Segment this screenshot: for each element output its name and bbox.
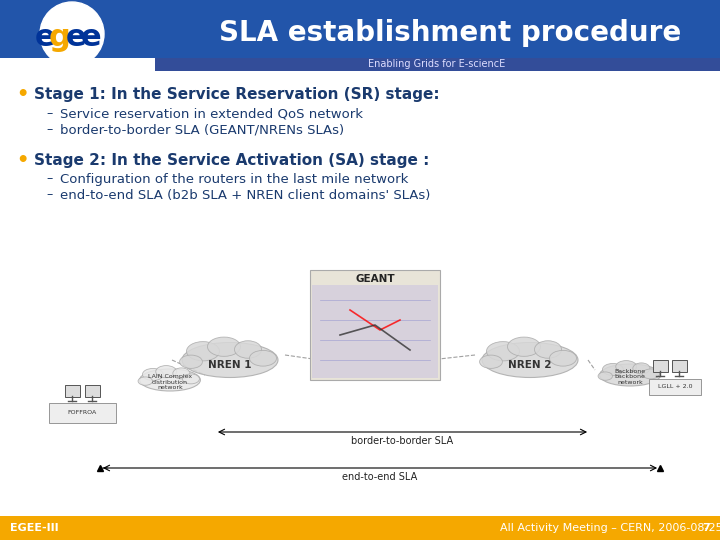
Ellipse shape (508, 337, 541, 356)
FancyBboxPatch shape (84, 384, 99, 396)
FancyBboxPatch shape (310, 270, 440, 380)
FancyBboxPatch shape (649, 379, 701, 395)
Text: border-to-border SLA (GEANT/NRENs SLAs): border-to-border SLA (GEANT/NRENs SLAs) (60, 124, 344, 137)
Text: •: • (16, 151, 28, 170)
Ellipse shape (182, 342, 278, 377)
Text: –: – (47, 172, 53, 186)
Ellipse shape (633, 363, 650, 374)
Ellipse shape (487, 342, 520, 361)
Text: border-to-border SLA: border-to-border SLA (351, 436, 453, 446)
Ellipse shape (250, 350, 276, 366)
Ellipse shape (480, 355, 503, 368)
Text: Stage 2: In the Service Activation (SA) stage :: Stage 2: In the Service Activation (SA) … (34, 152, 429, 167)
Text: NREN 1: NREN 1 (208, 360, 252, 370)
Ellipse shape (179, 355, 202, 368)
Ellipse shape (207, 337, 240, 356)
Text: GEANT: GEANT (355, 274, 395, 284)
Ellipse shape (482, 342, 578, 377)
Text: e: e (66, 23, 86, 51)
FancyBboxPatch shape (312, 285, 438, 378)
Ellipse shape (235, 341, 261, 358)
Text: EGEE-III: EGEE-III (10, 523, 58, 533)
Text: •: • (16, 85, 28, 105)
Ellipse shape (140, 369, 200, 391)
FancyBboxPatch shape (155, 58, 720, 71)
Ellipse shape (534, 341, 562, 358)
Ellipse shape (616, 361, 636, 373)
Text: LGLL + 2.0: LGLL + 2.0 (658, 384, 692, 389)
Ellipse shape (156, 366, 176, 377)
Text: –: – (47, 188, 53, 201)
Text: NREN 2: NREN 2 (508, 360, 552, 370)
Text: Enabling Grids for E-sciencE: Enabling Grids for E-sciencE (369, 59, 505, 69)
Ellipse shape (603, 363, 624, 375)
Ellipse shape (600, 364, 660, 386)
FancyBboxPatch shape (65, 384, 79, 396)
Text: FOFFROA: FOFFROA (68, 410, 96, 415)
Text: e: e (81, 23, 102, 51)
Ellipse shape (549, 350, 577, 366)
Text: Stage 1: In the Service Reservation (SR) stage:: Stage 1: In the Service Reservation (SR)… (34, 87, 440, 103)
Text: g: g (49, 23, 71, 51)
FancyBboxPatch shape (672, 360, 686, 372)
Text: Backbone
backbone
network: Backbone backbone network (614, 369, 646, 386)
FancyBboxPatch shape (652, 360, 667, 372)
Ellipse shape (138, 377, 153, 385)
FancyBboxPatch shape (0, 516, 720, 540)
Ellipse shape (642, 369, 660, 379)
Ellipse shape (173, 368, 190, 379)
Text: SLA establishment procedure: SLA establishment procedure (219, 19, 681, 47)
Text: Service reservation in extended QoS network: Service reservation in extended QoS netw… (60, 107, 363, 120)
Text: e: e (35, 23, 55, 51)
Ellipse shape (598, 372, 613, 380)
Text: end-to-end SLA: end-to-end SLA (343, 472, 418, 482)
Text: –: – (47, 107, 53, 120)
FancyBboxPatch shape (0, 0, 720, 58)
Text: LAIN Complex
distribution
network: LAIN Complex distribution network (148, 374, 192, 390)
Text: Configuration of the routers in the last mile network: Configuration of the routers in the last… (60, 172, 408, 186)
Ellipse shape (182, 374, 199, 384)
Text: 7: 7 (702, 523, 710, 533)
Ellipse shape (186, 342, 220, 361)
Ellipse shape (143, 368, 163, 381)
Circle shape (40, 2, 104, 66)
Text: end-to-end SLA (b2b SLA + NREN client domains' SLAs): end-to-end SLA (b2b SLA + NREN client do… (60, 188, 431, 201)
FancyBboxPatch shape (49, 403, 116, 423)
Text: All Activity Meeting – CERN, 2006-08-25: All Activity Meeting – CERN, 2006-08-25 (500, 523, 720, 533)
Text: –: – (47, 124, 53, 137)
